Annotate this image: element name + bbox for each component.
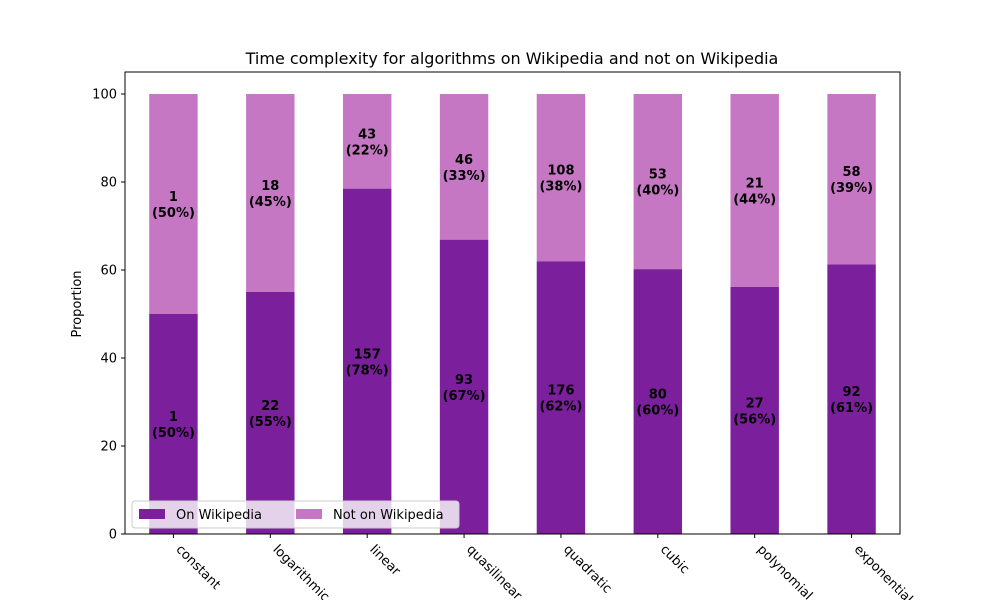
data-label-percent: (62%) <box>539 400 582 415</box>
y-tick-label: 40 <box>100 352 117 367</box>
x-tick-label: polynomial <box>754 542 815 600</box>
data-label-count: 27 <box>746 396 764 411</box>
bar-segment <box>536 261 586 534</box>
data-label-count: 92 <box>843 385 861 400</box>
data-label-count: 176 <box>547 384 574 399</box>
data-label-count: 157 <box>354 347 381 362</box>
bar-segment <box>536 94 586 262</box>
data-label-count: 108 <box>547 164 574 179</box>
data-label-percent: (56%) <box>733 412 776 427</box>
y-tick-label: 60 <box>100 264 117 279</box>
bar-segment <box>439 94 489 240</box>
bar-segment <box>633 94 683 270</box>
data-label-percent: (44%) <box>733 192 776 207</box>
data-label-percent: (50%) <box>152 426 195 441</box>
data-label-count: 22 <box>261 399 279 414</box>
bar-segment <box>439 239 489 534</box>
legend: On Wikipedia Not on Wikipedia <box>131 500 460 529</box>
data-label-percent: (40%) <box>636 184 679 199</box>
data-label-count: 46 <box>455 153 473 168</box>
data-label-count: 1 <box>169 190 178 205</box>
data-label-count: 58 <box>843 165 861 180</box>
y-tick-label: 20 <box>100 440 117 455</box>
bar-segment <box>246 94 295 292</box>
plot-frame <box>124 71 901 535</box>
data-label-count: 43 <box>358 127 376 142</box>
bar-segment <box>149 314 198 534</box>
x-tick-label: constant <box>173 542 224 593</box>
legend-swatch <box>296 509 322 519</box>
legend-label: On Wikipedia <box>176 508 262 523</box>
data-label-count: 21 <box>746 176 764 191</box>
data-label-count: 80 <box>649 388 667 403</box>
x-tick-label: logarithmic <box>269 542 332 600</box>
bar-segment <box>633 269 683 534</box>
x-tick-label: quadratic <box>560 542 614 596</box>
chart-title: Time complexity for algorithms on Wikipe… <box>245 49 779 68</box>
data-label-percent: (22%) <box>346 143 389 158</box>
legend-swatch <box>139 509 165 519</box>
y-axis-label: Proportion <box>70 270 85 337</box>
bar-segment <box>827 94 876 265</box>
bar-segment <box>342 94 392 189</box>
x-tick-label: cubic <box>657 542 692 577</box>
y-tick-label: 100 <box>92 88 117 103</box>
bar-segment <box>246 292 295 534</box>
bar-segment <box>342 188 392 534</box>
data-label-percent: (67%) <box>443 389 486 404</box>
bar-segment <box>827 264 876 534</box>
data-label-percent: (45%) <box>249 195 292 210</box>
data-label-count: 93 <box>455 373 473 388</box>
bar-segment <box>730 94 779 287</box>
x-tick-label: quasilinear <box>463 542 525 600</box>
legend-label: Not on Wikipedia <box>333 508 444 523</box>
x-tick-label: exponential <box>851 542 916 600</box>
bar-segment <box>149 94 198 314</box>
data-label-count: 18 <box>261 179 279 194</box>
bars-layer <box>149 94 876 534</box>
data-label-percent: (60%) <box>636 404 679 419</box>
data-label-percent: (38%) <box>539 180 582 195</box>
data-label-percent: (39%) <box>830 181 873 196</box>
bar-segment <box>730 286 779 534</box>
data-label-count: 53 <box>649 168 667 183</box>
legend-box <box>131 500 460 529</box>
data-label-count: 1 <box>169 410 178 425</box>
data-label-percent: (33%) <box>443 169 486 184</box>
data-label-percent: (61%) <box>830 401 873 416</box>
y-tick-label: 0 <box>109 528 117 543</box>
data-label-percent: (78%) <box>346 363 389 378</box>
data-label-percent: (55%) <box>249 415 292 430</box>
data-label-percent: (50%) <box>152 206 195 221</box>
x-tick-label: linear <box>366 542 403 579</box>
y-tick-label: 80 <box>100 176 117 191</box>
data-labels-layer: 1(50%)22(55%)157(78%)93(67%) 176(62%)80(6… <box>152 127 873 441</box>
